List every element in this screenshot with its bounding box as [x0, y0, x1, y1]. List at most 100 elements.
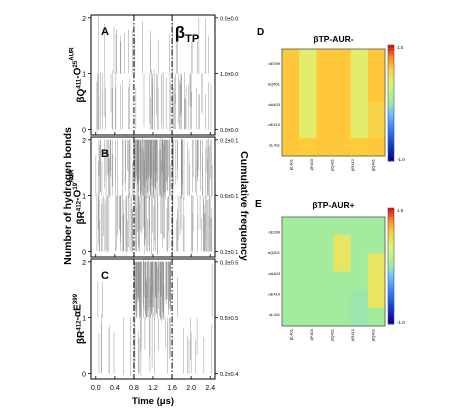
heatmap-cell — [367, 289, 386, 309]
colorbar-step — [388, 88, 394, 92]
plot-frame — [90, 136, 216, 258]
heatmap-cell — [299, 253, 317, 272]
colorbar-label: -1.0 — [397, 320, 405, 325]
heatmap-x-tick-label: βQ411 — [330, 158, 335, 171]
colorbar-step — [388, 289, 394, 293]
x-tick-label: 2.0 — [186, 385, 196, 392]
heatmap-x-tick-label: βR412 — [350, 158, 355, 171]
heatmap-cell — [350, 253, 369, 272]
x-tick-label: 2.4 — [205, 385, 215, 392]
heatmap-cell — [333, 271, 352, 291]
y-tick-label: 0 — [82, 371, 86, 378]
x-tick-label: 1.2 — [148, 385, 158, 392]
heatmap-cell — [282, 49, 300, 68]
x-tick-label: 1.6 — [167, 385, 177, 392]
heatmap-title: βTP-AUR- — [313, 34, 353, 44]
panel-label: C — [101, 270, 109, 282]
heatmap-cell — [333, 217, 352, 236]
colorbar-step — [388, 97, 394, 101]
colorbar-step — [388, 231, 394, 235]
colorbar-label: 1.0 — [397, 208, 404, 213]
panel-label: B — [101, 148, 109, 160]
heatmap-cell — [367, 138, 386, 157]
panel-label: E — [255, 199, 262, 210]
colorbar-step — [388, 76, 394, 81]
colorbar-step — [388, 71, 394, 75]
heatmap-x-tick-label: βF403 — [309, 328, 314, 340]
heatmap-cell — [350, 217, 369, 236]
heatmap-cell — [282, 217, 300, 236]
colorbar-step — [388, 140, 394, 145]
colorbar-step — [388, 79, 394, 84]
colorbar-step — [388, 309, 394, 313]
heatmap-cell — [367, 84, 386, 103]
colorbar-step — [388, 94, 394, 98]
heatmap-cell — [333, 120, 352, 139]
colorbar-step — [388, 53, 394, 58]
colorbar-step — [388, 248, 394, 252]
colorbar-step — [388, 65, 394, 69]
x-axis-label: Time (μs) — [132, 396, 174, 407]
colorbar-step — [388, 257, 394, 261]
colorbar-step — [388, 123, 394, 127]
colorbar-step — [388, 143, 394, 147]
colorbar-step — [388, 74, 394, 78]
heatmap-y-tick-label: αE399 — [268, 61, 280, 66]
colorbar-step — [388, 321, 394, 325]
colorbar-step — [388, 263, 394, 267]
colorbar-label: -1.0 — [397, 157, 405, 162]
series-label: βR412-αE399 — [72, 293, 87, 344]
heatmap-y-tick-label: αQ401 — [268, 81, 281, 86]
heatmap-cell — [299, 271, 317, 291]
heatmap-cell — [299, 84, 317, 103]
colorbar-step — [388, 59, 394, 63]
heatmap-y-tick-label: αL411 — [269, 142, 281, 147]
colorbar-step — [388, 237, 394, 241]
heatmap-cell — [282, 138, 300, 157]
colorbar-step — [388, 210, 394, 215]
colorbar-frame — [387, 44, 395, 162]
heatmap-cell — [333, 66, 352, 86]
heatmap-cell — [299, 66, 317, 86]
heatmap-y-tick-label: αQ401 — [268, 250, 281, 255]
colorbar-step — [388, 111, 394, 116]
heatmap-cell — [350, 49, 369, 68]
colorbar-label: 1.0 — [397, 45, 404, 50]
right-tick-label: 0.3±0.5 — [220, 260, 238, 266]
colorbar-step — [388, 286, 394, 290]
heatmap-cell — [282, 289, 300, 309]
colorbar-step — [388, 146, 394, 150]
right-tick-label: 0.2±0.1 — [220, 138, 238, 144]
heatmap-x-tick-label: βL401 — [288, 158, 293, 170]
heatmap-cell — [316, 49, 334, 68]
colorbar-step — [388, 152, 394, 156]
colorbar-step — [388, 62, 394, 66]
heatmap-y-tick-label: αA403 — [268, 271, 280, 276]
heatmap-cell — [350, 120, 369, 139]
heatmap-cell — [316, 84, 334, 103]
colorbar-step — [388, 260, 394, 264]
heatmap-cell — [350, 66, 369, 86]
colorbar-step — [388, 234, 394, 238]
heatmap-cell — [333, 102, 352, 121]
colorbar-step — [388, 266, 394, 270]
colorbar-step — [388, 108, 394, 113]
colorbar-step — [388, 105, 394, 110]
colorbar-step — [388, 100, 394, 104]
heatmap-cell — [316, 289, 334, 309]
heatmap-cell — [282, 253, 300, 272]
chart-title: βTP — [175, 23, 199, 45]
heatmap-cell — [282, 84, 300, 103]
heatmap-E: 1.0 -1.0 αE399 αQ401 αA403 αE410 αL411 βL401 βF4… — [255, 199, 405, 341]
colorbar-step — [388, 137, 394, 142]
heatmap-cell — [333, 138, 352, 157]
heatmap-cell — [350, 289, 369, 309]
right-tick-label: 0.0±0.0 — [220, 16, 238, 22]
y-tick-label: 2 — [82, 138, 86, 145]
heatmap-cell — [299, 289, 317, 309]
colorbar-step — [388, 280, 394, 284]
